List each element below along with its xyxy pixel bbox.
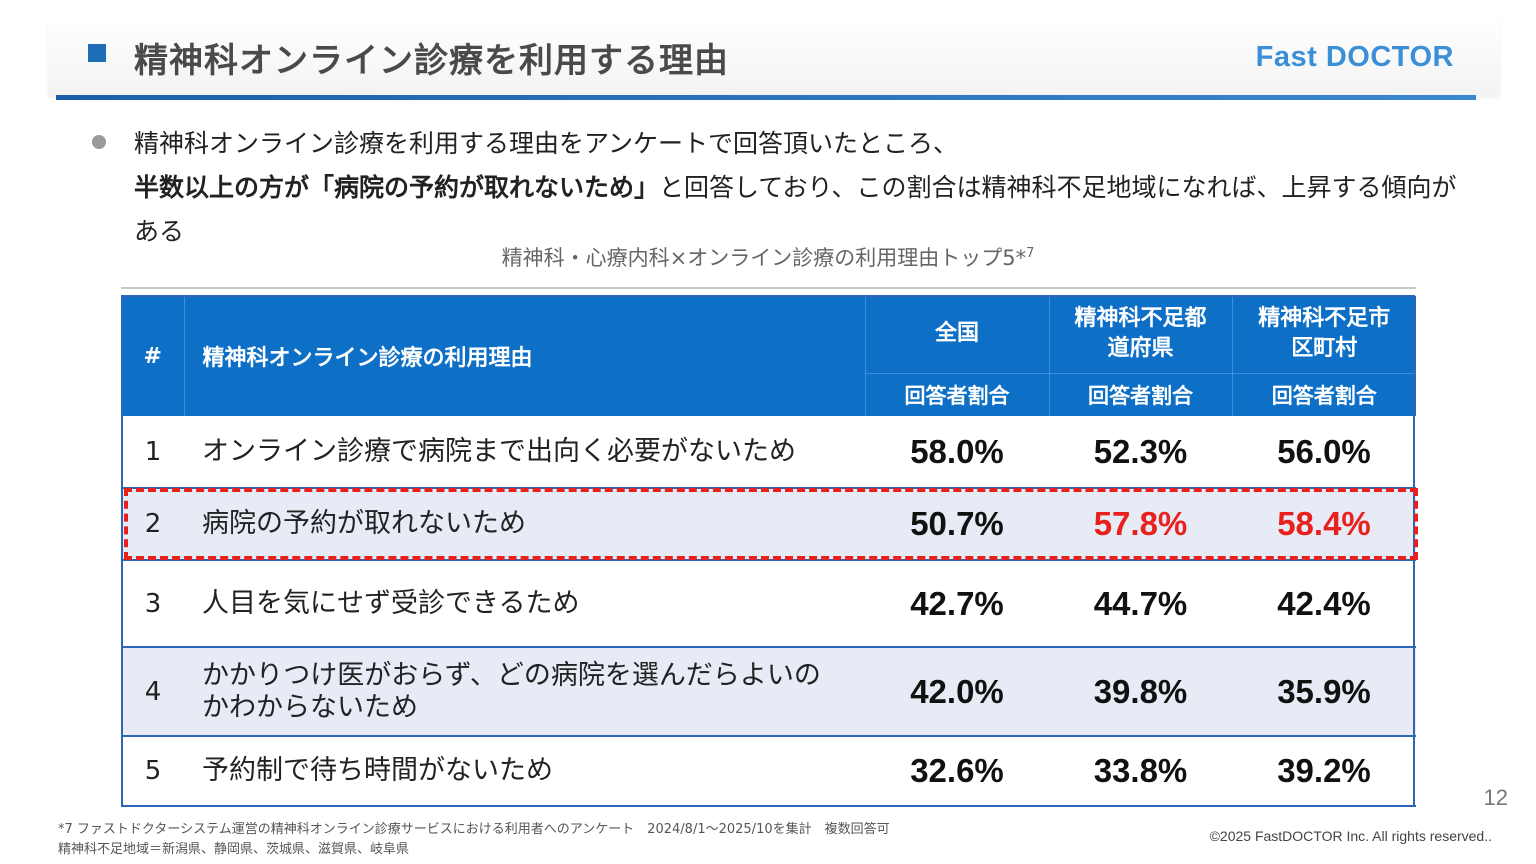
row-value-prefectures: 57.8% bbox=[1049, 488, 1232, 561]
bullet-icon bbox=[92, 135, 106, 149]
caption-text: 精神科・心療内科×オンライン診療の利用理由トップ5* bbox=[501, 246, 1027, 270]
row-value-municipalities: 39.2% bbox=[1232, 736, 1416, 807]
title-bullet-square bbox=[88, 44, 106, 62]
header-band bbox=[48, 18, 1500, 96]
row-number: 2 bbox=[122, 488, 184, 561]
table-row-highlighted: 2 病院の予約が取れないため 50.7% 57.8% 58.4% bbox=[122, 488, 1416, 561]
header-national: 全国 bbox=[864, 296, 1049, 374]
subheader-national-ratio: 回答者割合 bbox=[864, 373, 1049, 416]
row-value-prefectures: 52.3% bbox=[1049, 416, 1232, 489]
row-value-prefectures: 44.7% bbox=[1049, 560, 1232, 648]
row-reason: 予約制で待ち時間がないため bbox=[184, 736, 865, 807]
caption-divider bbox=[121, 287, 1416, 289]
row-reason-text: かかりつけ医がおらず、どの病院を選んだらよいのかわからないため bbox=[202, 659, 821, 723]
lead-paragraph: 精神科オンライン診療を利用する理由をアンケートで回答頂いたところ、半数以上の方が… bbox=[134, 122, 1474, 254]
table-row: 3 人目を気にせず受診できるため 42.7% 44.7% 42.4% bbox=[122, 560, 1416, 648]
lead-text-after: と回答しており、この割合は精神科不足地域になれば、上昇する傾向がある bbox=[134, 173, 1457, 246]
table-row: 4 かかりつけ医がおらず、どの病院を選んだらよいのかわからないため 42.0% … bbox=[122, 647, 1416, 737]
row-number: 3 bbox=[122, 560, 184, 648]
table-row: 1 オンライン診療で病院まで出向く必要がないため 58.0% 52.3% 56.… bbox=[122, 416, 1416, 489]
page-title: 精神科オンライン診療を利用する理由 bbox=[134, 41, 729, 81]
subheader-prefectures-ratio: 回答者割合 bbox=[1048, 373, 1232, 416]
row-number: 5 bbox=[122, 736, 184, 807]
footnote: *7 ファストドクターシステム運営の精神科オンライン診療サービスにおける利用者へ… bbox=[58, 820, 890, 860]
table-caption: 精神科・心療内科×オンライン診療の利用理由トップ5*7 bbox=[0, 242, 1536, 272]
reasons-table: # 精神科オンライン診療の利用理由 全国 精神科不足都道府県 精神科不足市区町村… bbox=[122, 296, 1416, 807]
lead-text-bold: 半数以上の方が「病院の予約が取れないため」 bbox=[134, 173, 660, 202]
row-reason: 病院の予約が取れないため bbox=[184, 488, 865, 561]
row-value-national: 42.0% bbox=[865, 647, 1049, 737]
row-reason: かかりつけ医がおらず、どの病院を選んだらよいのかわからないため bbox=[184, 647, 865, 737]
header-reason: 精神科オンライン診療の利用理由 bbox=[184, 296, 866, 416]
row-value-national: 42.7% bbox=[865, 560, 1049, 648]
table-row: 5 予約制で待ち時間がないため 32.6% 33.8% 39.2% bbox=[122, 736, 1416, 807]
row-value-prefectures: 39.8% bbox=[1049, 647, 1232, 737]
header-shortage-municipalities-label: 精神科不足市区町村 bbox=[1258, 306, 1391, 362]
row-value-prefectures: 33.8% bbox=[1049, 736, 1232, 807]
row-value-national: 32.6% bbox=[865, 736, 1049, 807]
header-shortage-prefectures: 精神科不足都道府県 bbox=[1048, 296, 1232, 374]
row-number: 1 bbox=[122, 416, 184, 489]
subheader-municipalities-ratio: 回答者割合 bbox=[1231, 373, 1416, 416]
row-reason: オンライン診療で病院まで出向く必要がないため bbox=[184, 416, 865, 489]
row-number: 4 bbox=[122, 647, 184, 737]
lead-text-before: 精神科オンライン診療を利用する理由をアンケートで回答頂いたところ、 bbox=[134, 129, 959, 158]
row-value-municipalities: 35.9% bbox=[1232, 647, 1416, 737]
caption-footnote-ref: 7 bbox=[1026, 246, 1035, 261]
row-value-national: 50.7% bbox=[865, 488, 1049, 561]
row-value-national: 58.0% bbox=[865, 416, 1049, 489]
fast-doctor-logo: Fast DOCTOR bbox=[1255, 41, 1454, 73]
copyright: ©2025 FastDOCTOR Inc. All rights reserve… bbox=[1209, 828, 1492, 844]
footnote-line-1: *7 ファストドクターシステム運営の精神科オンライン診療サービスにおける利用者へ… bbox=[58, 822, 890, 837]
footnote-line-2: 精神科不足地域＝新潟県、静岡県、茨城県、滋賀県、岐阜県 bbox=[58, 842, 410, 857]
header-shortage-prefectures-label: 精神科不足都道府県 bbox=[1074, 306, 1207, 362]
row-value-municipalities: 56.0% bbox=[1232, 416, 1416, 489]
header-shortage-municipalities: 精神科不足市区町村 bbox=[1231, 296, 1416, 374]
row-value-municipalities: 42.4% bbox=[1232, 560, 1416, 648]
page-number: 12 bbox=[1483, 785, 1508, 810]
header-number: # bbox=[122, 296, 185, 416]
row-reason: 人目を気にせず受診できるため bbox=[184, 560, 865, 648]
title-underline bbox=[56, 95, 1476, 100]
row-value-municipalities: 58.4% bbox=[1232, 488, 1416, 561]
